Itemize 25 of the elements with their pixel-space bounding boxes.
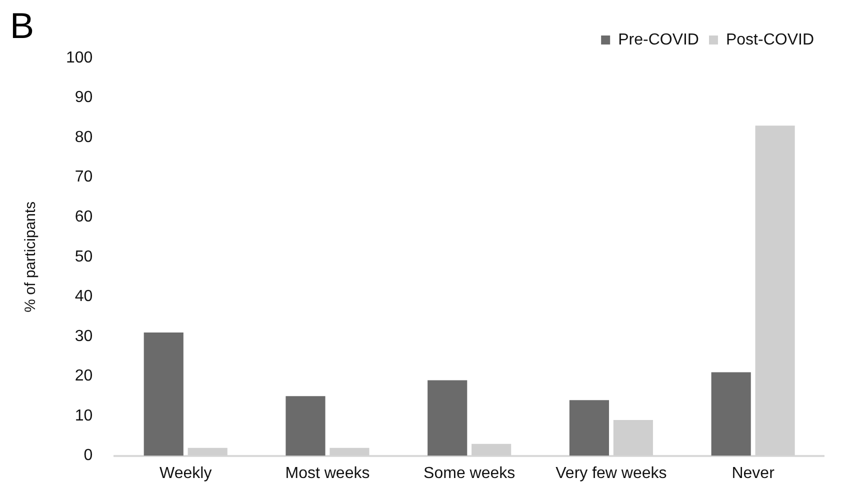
y-tick-label: 60 [74,208,93,226]
x-tick-label: Very few weeks [556,464,667,482]
y-tick-label: 10 [74,407,93,424]
y-tick-label: 40 [74,288,93,306]
y-axis-title: % of participants [22,201,40,312]
x-tick-label: Weekly [160,464,212,482]
bar [711,372,751,456]
y-tick-label: 90 [74,89,93,106]
y-tick-label: 0 [84,447,93,464]
text: B [10,4,34,46]
x-tick-label: Most weeks [285,464,370,482]
y-tick-label: 50 [74,248,93,266]
bar [569,400,610,456]
bar [286,396,326,456]
bar [144,332,184,456]
x-tick-label: Never [732,464,776,482]
x-tick-label: Some weeks [424,464,516,482]
bar [428,380,468,456]
y-tick-label: 70 [74,168,93,186]
y-tick-label: 20 [74,368,93,385]
y-tick-label: 80 [74,128,93,146]
legend-label: Pre-COVID [618,31,699,48]
y-tick-label: 100 [66,49,93,66]
y-tick-label: 30 [74,328,93,345]
legend-label: Post-COVID [726,31,814,48]
